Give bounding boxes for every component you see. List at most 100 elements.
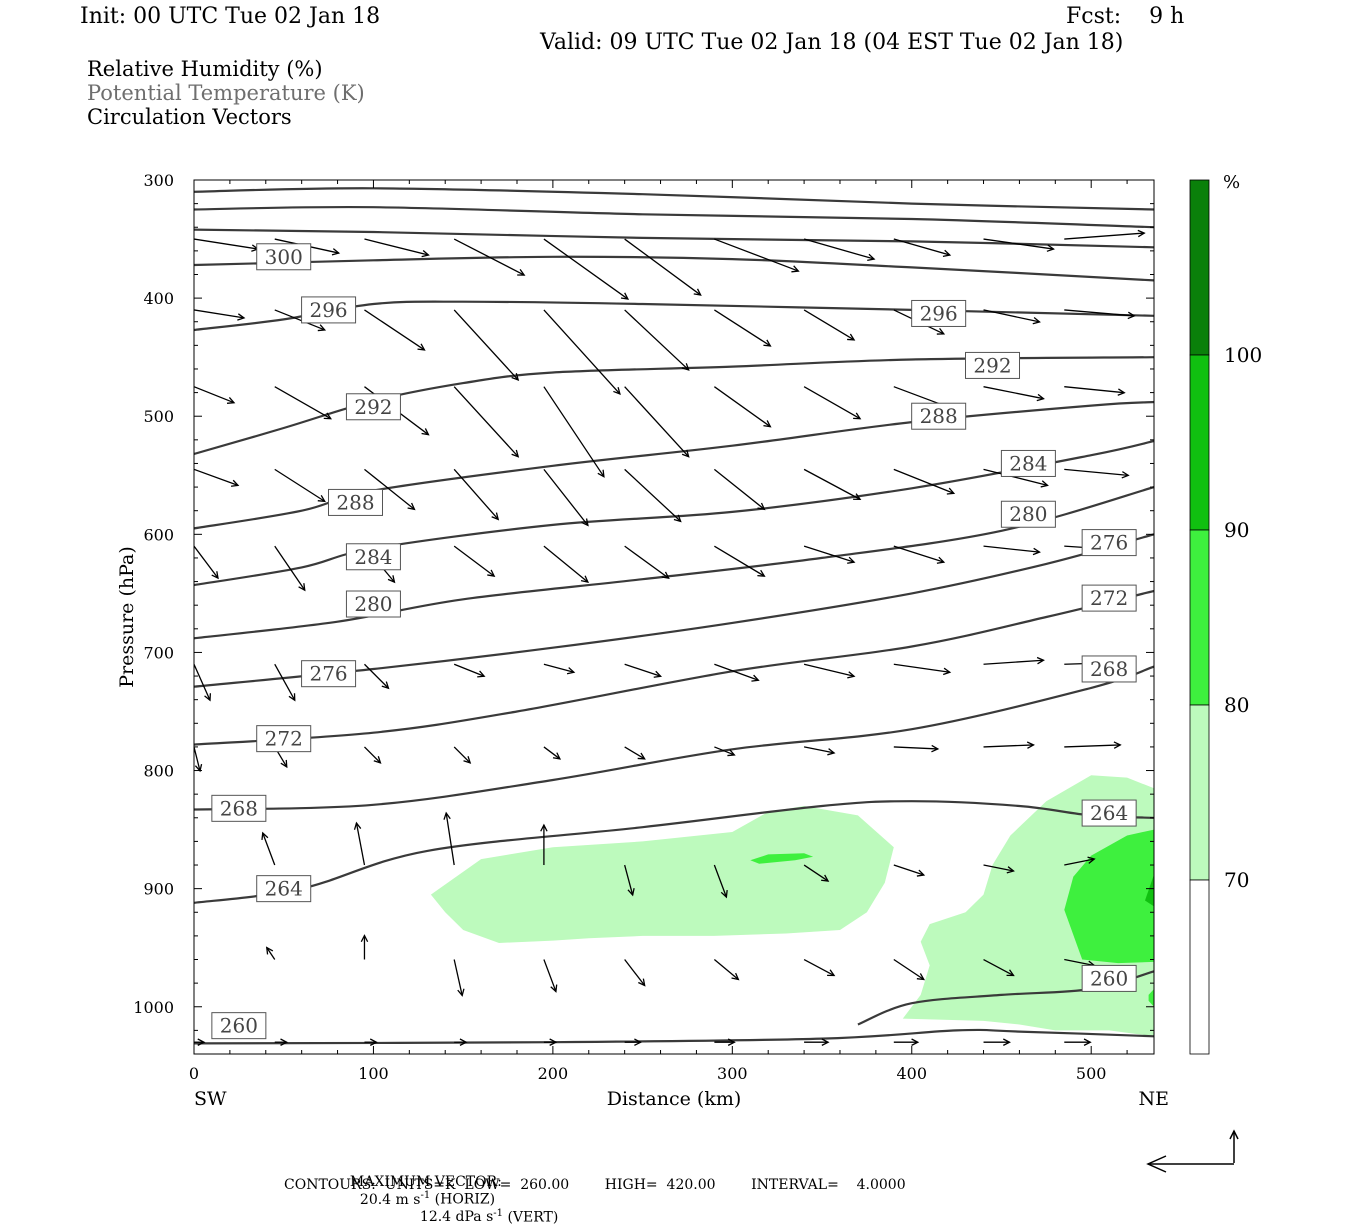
theta-contour-276-6 (194, 533, 1154, 688)
vector-arrow-6 (714, 238, 800, 273)
vector-arrow-108 (983, 1038, 1011, 1046)
vector-arrow-9 (983, 238, 1055, 252)
init-time: Init: 00 UTC Tue 02 Jan 18 (80, 4, 381, 29)
forecast-hour: Fcst: 9 h (1066, 4, 1185, 29)
vector-arrow-90 (360, 934, 369, 960)
vector-arrow-50 (543, 545, 590, 584)
horiz-vector-exp: -1 (420, 1190, 431, 1201)
contour-label-296-1: 296 (301, 296, 357, 324)
contour-label-288-5: 288 (911, 402, 967, 430)
vector-arrow-17 (624, 309, 690, 371)
contour-label-268-16: 268 (211, 794, 267, 822)
rh-region-80-90-5 (1148, 989, 1154, 1007)
rh-region-90-100-4 (1145, 874, 1154, 907)
vector-arrow-0 (194, 238, 260, 252)
theta-contour-292-2 (194, 356, 1154, 456)
colorbar-level-80: 80 (1224, 693, 1249, 717)
vector-arrow-7 (803, 238, 876, 262)
vector-arrow-45 (1064, 468, 1130, 479)
vector-arrow-107 (893, 1038, 920, 1046)
y-tick-label-400: 400 (143, 289, 174, 308)
vector-arrow-93 (624, 959, 646, 987)
vector-arrow-53 (803, 545, 856, 564)
colorbar-segment-70-80 (1189, 704, 1210, 881)
vector-arrow-80 (353, 821, 366, 866)
vector-arrow-21 (983, 309, 1041, 325)
vector-arrow-35 (194, 468, 240, 487)
vector-arrow-60 (453, 663, 486, 678)
contour-label-276-12: 276 (301, 660, 357, 688)
contour-label-268-15: 268 (1081, 655, 1137, 683)
vector-arrow-46 (194, 545, 219, 580)
colorbar-level-100: 100 (1224, 343, 1262, 367)
svg-text:260: 260 (220, 1014, 258, 1038)
vector-arrow-55 (983, 545, 1041, 556)
vector-arrow-47 (274, 545, 306, 592)
vector-arrow-13 (274, 309, 327, 332)
theta-contour-304-12 (194, 187, 1154, 211)
rh-region-80-90-2 (750, 853, 814, 864)
vector-arrow-10 (1064, 229, 1146, 240)
contour-label-284-7: 284 (1000, 449, 1056, 477)
contour-label-296-2: 296 (911, 299, 967, 327)
vector-arrow-29 (624, 386, 690, 458)
vector-arrow-44 (983, 468, 1049, 488)
plot-frame (193, 179, 1155, 1055)
vector-arrow-66 (983, 656, 1045, 665)
vector-arrow-61 (543, 663, 576, 675)
contour-label-280-9: 280 (1000, 500, 1056, 528)
svg-text:272: 272 (265, 727, 303, 751)
rh-fill-layer (430, 775, 1154, 1037)
x-tick-label-0: 0 (189, 1064, 199, 1083)
vector-arrow-103 (543, 1038, 558, 1046)
vector-arrow-16 (543, 309, 621, 395)
contour-label-280-10: 280 (345, 590, 401, 618)
x-tick-label-400: 400 (896, 1064, 927, 1083)
vector-arrow-68 (194, 746, 203, 773)
vector-arrow-2 (364, 238, 430, 258)
vector-arrow-15 (453, 309, 520, 381)
colorbar-level-90: 90 (1224, 518, 1249, 542)
y-tick-label-300: 300 (143, 171, 174, 190)
vector-arrow-72 (543, 746, 562, 760)
vector-arrow-86 (893, 864, 926, 877)
svg-text:264: 264 (1090, 801, 1128, 825)
vector-arrow-97 (983, 958, 1015, 977)
contour-label-264-17: 264 (1081, 799, 1137, 827)
svg-text:280: 280 (354, 592, 392, 616)
y-axis-label: Pressure (hPa) (116, 546, 138, 688)
vector-arrow-87 (983, 864, 1015, 874)
vector-arrow-77 (983, 741, 1035, 749)
vector-arrow-84 (713, 864, 728, 899)
x-tick-label-100: 100 (358, 1064, 389, 1083)
vector-arrow-42 (803, 468, 862, 501)
vector-arrow-8 (893, 238, 952, 258)
vector-arrow-83 (624, 864, 635, 897)
reference-vector-icon (1146, 1129, 1239, 1173)
vector-arrow-4 (543, 238, 630, 300)
contour-label-292-3: 292 (965, 351, 1021, 379)
svg-text:288: 288 (920, 404, 958, 428)
vector-arrow-18 (714, 309, 772, 347)
x-end-label-ne: NE (1139, 1088, 1170, 1110)
colorbar-unit: % (1223, 172, 1240, 193)
colorbar-level-70: 70 (1224, 868, 1249, 892)
svg-text:296: 296 (309, 298, 347, 322)
colorbar-segment-90-100 (1189, 354, 1210, 531)
theta-contour-288-3 (194, 400, 1154, 530)
vector-arrow-36 (274, 468, 326, 503)
vector-arrow-12 (194, 309, 246, 321)
vector-arrow-51 (624, 545, 670, 579)
vector-arrow-59 (364, 663, 390, 690)
contour-label-layer: 300 296 296 292 292 288 288 284 284 280 280 276 276 2… (211, 243, 1137, 1040)
max-vector-label: MAXIMUM VECTOR: (349, 1174, 502, 1190)
vector-arrow-63 (714, 663, 760, 682)
svg-text:264: 264 (265, 877, 303, 901)
x-tick-label-200: 200 (538, 1064, 569, 1083)
vector-arrow-5 (624, 238, 702, 296)
contour-label-284-8: 284 (345, 543, 401, 571)
vector-arrow-91 (453, 959, 465, 997)
rh-region-80-90-3 (1064, 829, 1154, 964)
vector-arrow-43 (893, 468, 956, 495)
contour-label-292-4: 292 (345, 393, 401, 421)
